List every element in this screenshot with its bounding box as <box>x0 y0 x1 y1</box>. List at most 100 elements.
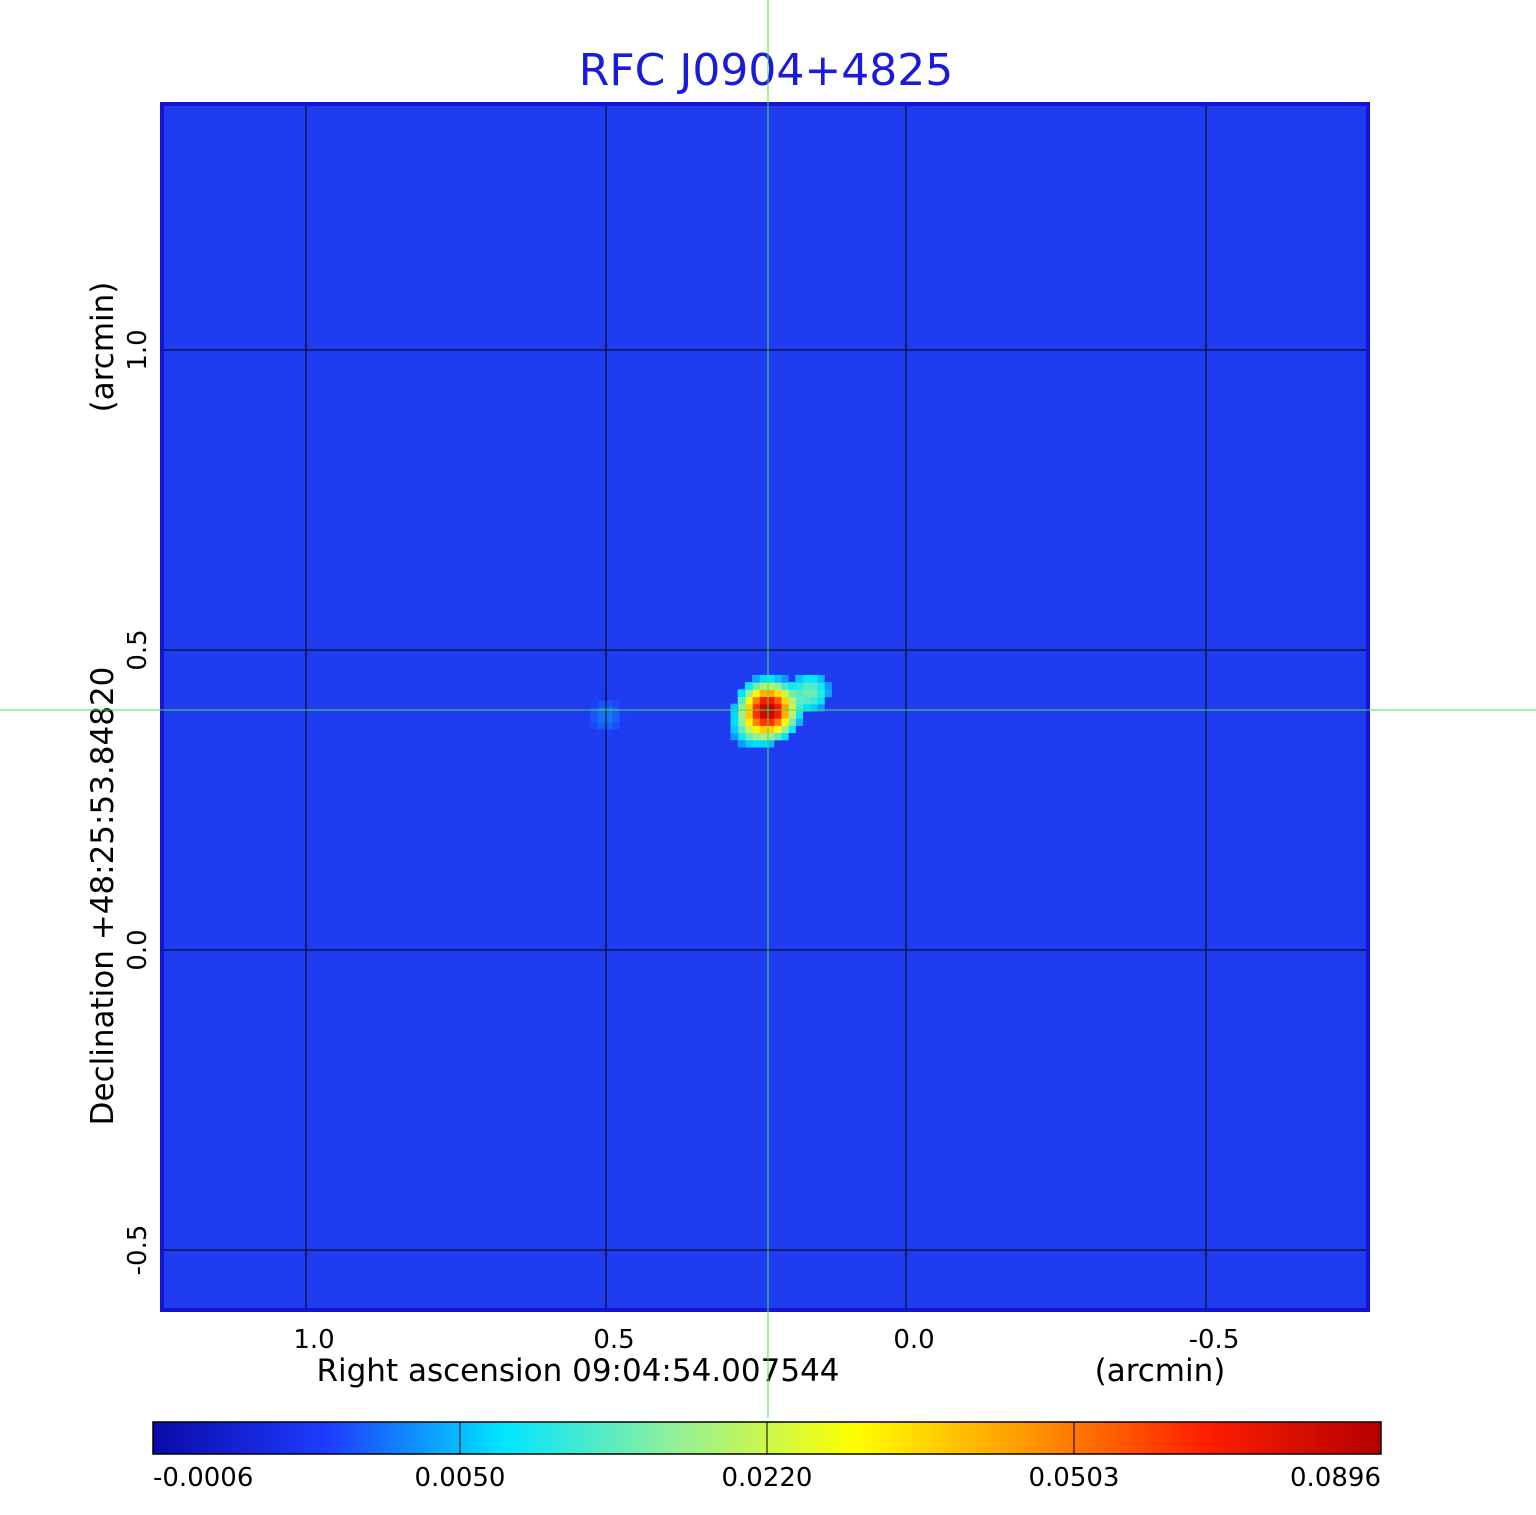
y-tick-label: 1.0 <box>123 329 153 370</box>
source-pixel <box>766 689 775 698</box>
source-pixel <box>744 696 753 705</box>
secondary-source-pixel <box>597 707 606 716</box>
secondary-source-pixel <box>611 714 620 723</box>
source-pixel <box>766 718 775 726</box>
source-pixel <box>744 718 753 726</box>
source-pixel <box>816 689 825 698</box>
secondary-source-pixel <box>582 714 591 723</box>
colorbar-tick-label: -0.0006 <box>153 1463 253 1493</box>
secondary-source-pixel <box>590 721 598 730</box>
source-pixel <box>773 710 782 719</box>
secondary-source-pixel <box>604 700 613 708</box>
source-pixel <box>780 725 789 734</box>
x-axis-unit: (arcmin) <box>1095 1353 1226 1389</box>
secondary-source-pixel <box>597 728 606 737</box>
source-pixel <box>759 725 768 734</box>
source-pixel <box>744 682 753 690</box>
source-pixel <box>730 732 739 741</box>
x-tick-label: -0.5 <box>1189 1325 1240 1355</box>
source-pixel <box>773 696 782 705</box>
source-pixel <box>788 682 796 690</box>
secondary-source-pixel <box>590 707 598 716</box>
y-tick-labels: 1.0 0.5 0.0 -0.5 <box>123 329 153 1275</box>
source-pixel <box>759 689 768 698</box>
source-pixel <box>795 689 804 698</box>
source-pixel <box>809 682 818 690</box>
x-tick-label: 1.0 <box>293 1325 334 1355</box>
source-pixel <box>752 703 760 712</box>
source-pixel <box>795 718 804 726</box>
source-pixel <box>752 696 760 705</box>
source-pixel <box>737 718 746 726</box>
source-pixel <box>780 696 789 705</box>
source-pixel <box>788 718 796 726</box>
y-axis-unit-group: (arcmin) <box>85 282 121 413</box>
source-pixel <box>759 674 768 683</box>
source-pixel <box>730 703 739 712</box>
source-pixel <box>773 689 782 698</box>
secondary-source-pixel <box>597 692 606 701</box>
source-pixel <box>744 725 753 734</box>
source-pixel <box>737 710 746 719</box>
secondary-source-pixel <box>618 714 627 723</box>
y-tick-label-group: 0.0 <box>123 929 153 970</box>
source-pixel <box>809 696 818 705</box>
source-pixel <box>766 710 775 719</box>
source-pixel <box>816 696 825 705</box>
plot-area <box>160 102 1370 1312</box>
source-pixel <box>795 674 804 683</box>
colorbar-tick-label: 0.0503 <box>1029 1463 1120 1493</box>
source-pixel <box>752 689 760 698</box>
source-pixel <box>773 682 782 690</box>
secondary-source-pixel <box>590 700 598 708</box>
source-pixel <box>802 696 811 705</box>
colorbar: -0.0006 0.0050 0.0220 0.0503 0.0896 <box>152 1421 1382 1493</box>
source-pixel <box>759 703 768 712</box>
source-pixel <box>795 682 804 690</box>
source-pixel <box>759 682 768 690</box>
source-pixel <box>788 689 796 698</box>
source-pixel <box>752 682 760 690</box>
secondary-source-pixel <box>611 700 620 708</box>
source-pixel <box>766 674 775 683</box>
source-pixel <box>780 732 789 741</box>
source-pixel <box>788 696 796 705</box>
source-pixel <box>780 718 789 726</box>
secondary-source-pixel <box>597 714 606 723</box>
source-pixel <box>766 682 775 690</box>
secondary-source-pixel <box>611 728 620 737</box>
source-pixel <box>809 674 818 683</box>
source-pixel <box>773 725 782 734</box>
source-pixel <box>752 718 760 726</box>
source-pixel <box>766 696 775 705</box>
source-pixel <box>773 732 782 741</box>
source-pixel <box>766 725 775 734</box>
colorbar-tick-label: 0.0896 <box>1290 1463 1381 1493</box>
secondary-source-pixel <box>604 714 613 723</box>
y-axis-label-group: Declination +48:25:53.84820 <box>85 667 121 1126</box>
secondary-source-pixel <box>604 728 613 737</box>
grid-lines <box>162 104 1368 1310</box>
secondary-source-pixel <box>611 707 620 716</box>
plot-frame <box>160 102 1370 1312</box>
chart-title: RFC J0904+4825 <box>579 45 953 96</box>
secondary-source-pixel <box>604 707 613 716</box>
source-pixel <box>744 710 753 719</box>
source-emission <box>582 674 832 748</box>
source-pixel <box>824 682 832 690</box>
source-pixel <box>809 703 818 712</box>
y-axis-unit: (arcmin) <box>85 282 121 413</box>
source-pixel <box>737 689 746 698</box>
x-tick-label: 0.5 <box>593 1325 634 1355</box>
secondary-source-pixel <box>611 721 620 730</box>
source-pixel <box>752 674 760 683</box>
source-pixel <box>744 703 753 712</box>
secondary-source-pixel <box>582 707 591 716</box>
source-pixel <box>802 689 811 698</box>
secondary-source-pixel <box>604 692 613 701</box>
source-pixel <box>795 696 804 705</box>
y-tick-label: 0.5 <box>123 629 153 670</box>
y-tick-label-group: 1.0 <box>123 329 153 370</box>
